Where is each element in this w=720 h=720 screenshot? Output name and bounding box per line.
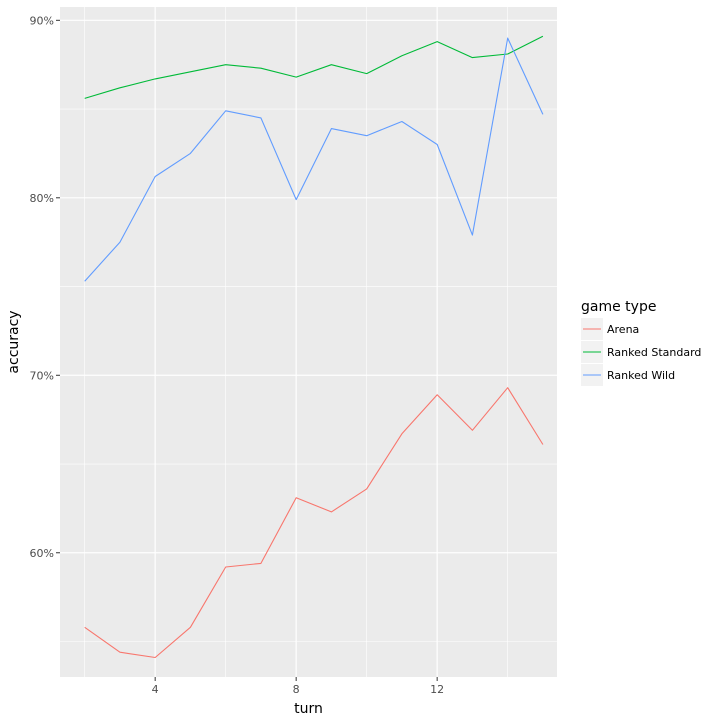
- legend-items: Arena Ranked Standard Ranked Wild: [581, 318, 701, 386]
- y-axis-title: accuracy: [6, 310, 22, 373]
- x-tick-label: 8: [293, 683, 300, 696]
- y-axis: 60% 70% 80% 90%: [30, 14, 60, 560]
- y-tick-label: 80%: [30, 192, 54, 205]
- legend-label-ranked-wild: Ranked Wild: [607, 369, 675, 382]
- series-lines: [84, 35, 544, 659]
- major-gridlines: [60, 7, 557, 677]
- series-line-arena: [84, 387, 544, 659]
- legend-label-ranked-standard: Ranked Standard: [607, 346, 701, 359]
- x-tick-label: 12: [430, 683, 444, 696]
- y-tick-label: 70%: [30, 369, 54, 382]
- x-axis: 4 8 12: [152, 677, 444, 696]
- legend-label-arena: Arena: [607, 323, 639, 336]
- x-axis-title: turn: [294, 701, 323, 717]
- y-tick-label: 60%: [30, 547, 54, 560]
- legend-item-ranked-wild: Ranked Wild: [581, 364, 675, 386]
- legend: game type Arena Ranked Standard Ranked Wil…: [581, 299, 701, 386]
- y-tick-label: 90%: [30, 14, 54, 27]
- legend-item-ranked-standard: Ranked Standard: [581, 341, 701, 363]
- x-tick-label: 4: [152, 683, 159, 696]
- series-line-ranked-wild: [84, 37, 544, 282]
- series-line-ranked-standard: [84, 35, 544, 99]
- legend-title: game type: [581, 299, 656, 315]
- plot-panel: [60, 7, 557, 677]
- minor-gridlines: [60, 7, 557, 677]
- legend-item-arena: Arena: [581, 318, 639, 340]
